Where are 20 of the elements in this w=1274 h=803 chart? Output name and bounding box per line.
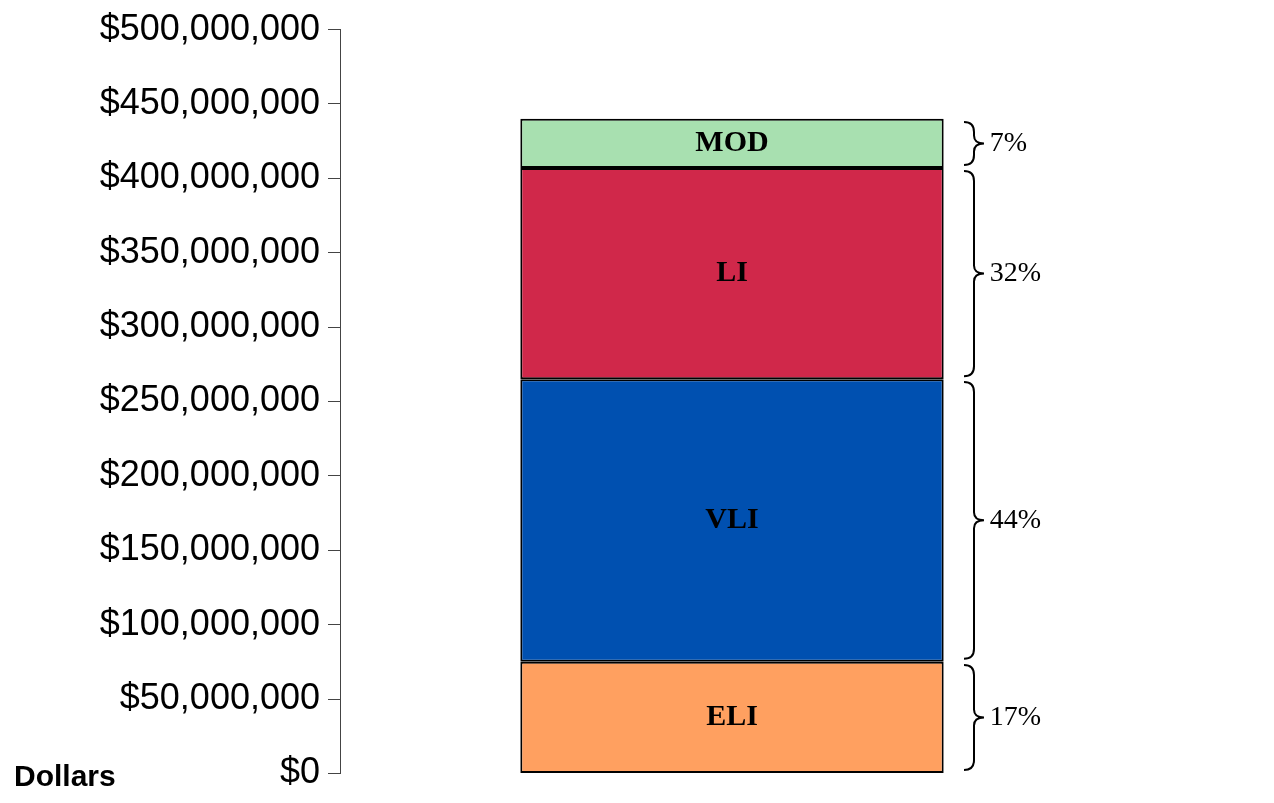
series-label: ELI — [706, 698, 758, 732]
y-axis-title: Dollars — [14, 758, 116, 792]
y-tick-label: $100,000,000 — [99, 601, 320, 643]
series-label: VLI — [705, 501, 759, 535]
y-tick-label: $50,000,000 — [119, 675, 320, 717]
y-tick-label: $250,000,000 — [99, 378, 320, 420]
text: 17% — [989, 699, 1042, 731]
text: 7% — [989, 125, 1028, 157]
y-tick-label: $350,000,000 — [99, 229, 320, 271]
y-tick-label: $400,000,000 — [99, 155, 320, 197]
y-tick-label: $500,000,000 — [99, 6, 320, 48]
text: 32% — [989, 255, 1042, 287]
series-label: LI — [716, 254, 748, 288]
y-tick-label: $0 — [279, 750, 320, 792]
y-tick-label: $300,000,000 — [99, 304, 320, 346]
y-tick-label: $450,000,000 — [99, 80, 320, 122]
y-tick-label: $200,000,000 — [99, 452, 320, 494]
y-tick-label: $150,000,000 — [99, 527, 320, 569]
text: 44% — [989, 502, 1042, 534]
series-label: MOD — [695, 124, 769, 158]
